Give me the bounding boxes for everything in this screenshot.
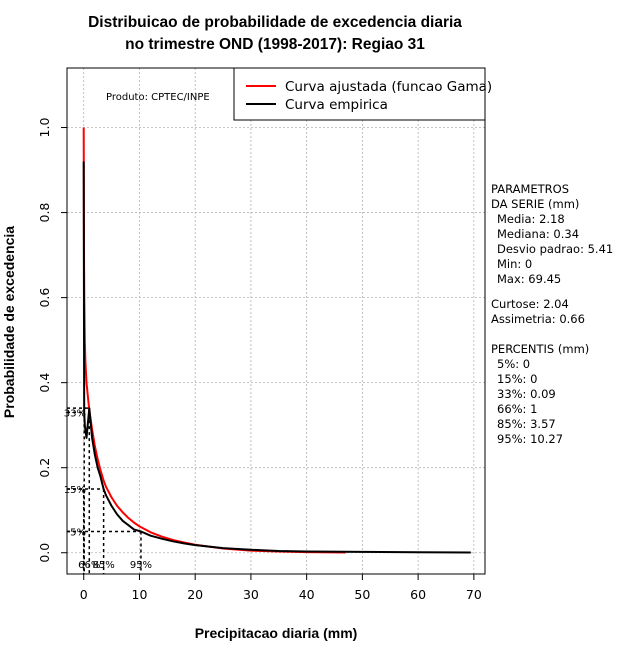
y-tick-label: 0.8	[37, 203, 52, 223]
percentil-15: 15%: 0	[497, 372, 537, 386]
x-tick-label: 40	[299, 587, 315, 602]
percentile-y-label: 5%	[70, 527, 86, 538]
stat-min: Min: 0	[497, 257, 532, 271]
stat-max: Max: 69.45	[497, 272, 561, 286]
percentile-x-label: 95%	[130, 560, 152, 571]
stat-media: Media: 2.18	[497, 212, 565, 226]
percentis-title: PERCENTIS (mm)	[491, 342, 589, 356]
x-tick-label: 70	[466, 587, 482, 602]
legend-label-fitted: Curva ajustada (funcao Gama)	[285, 79, 492, 95]
stat-curtose: Curtose: 2.04	[491, 297, 569, 311]
series	[82, 127, 471, 554]
percentil-85: 85%: 3.57	[497, 417, 556, 431]
y-tick-label: 0.2	[37, 458, 52, 478]
percentile-y-label: 15%	[64, 485, 86, 496]
y-tick-label: 0.6	[37, 288, 52, 308]
percentil-5: 5%: 0	[497, 357, 530, 371]
x-tick-label: 50	[354, 587, 370, 602]
percentil-95: 95%: 10.27	[497, 432, 563, 446]
y-tick-label: 0.4	[37, 373, 52, 393]
statistics-panel: PARAMETROS DA SERIE (mm) Media: 2.18 Med…	[491, 182, 613, 446]
x-tick-label: 20	[187, 587, 203, 602]
chart-title-line-2: no trimestre OND (1998-2017): Regiao 31	[125, 36, 425, 53]
legend-label-empirical: Curva empirica	[285, 97, 388, 113]
percentile-x-label: 66%	[78, 560, 100, 571]
stat-desvio: Desvio padrao: 5.41	[497, 242, 613, 256]
x-tick-label: 30	[243, 587, 259, 602]
stat-assimetria: Assimetria: 0.66	[491, 312, 585, 326]
x-axis: 0 10 20 30 40 50 60 70	[80, 574, 482, 602]
percentil-66: 66%: 1	[497, 402, 537, 416]
params-title-1: PARAMETROS	[491, 182, 569, 196]
x-tick-label: 0	[80, 587, 88, 602]
percentile-markers: 33% 15% 5% 66%85% 95%	[64, 407, 152, 574]
x-tick-label: 60	[410, 587, 426, 602]
legend-box	[233, 67, 486, 121]
product-note: Produto: CPTEC/INPE	[106, 92, 210, 103]
y-axis-label: Probabilidade de excedencia	[1, 226, 17, 418]
percentile-y-label: 33%	[64, 408, 86, 419]
grid	[67, 68, 485, 574]
empirical-curve	[82, 161, 471, 554]
legend: Curva ajustada (funcao Gama) Curva empir…	[233, 67, 492, 121]
x-axis-label: Precipitacao diaria (mm)	[195, 625, 358, 641]
params-title-2: DA SERIE (mm)	[491, 197, 579, 211]
x-tick-label: 10	[132, 587, 148, 602]
stat-mediana: Mediana: 0.34	[497, 227, 579, 241]
y-tick-label: 0.0	[37, 543, 52, 563]
y-axis: 0.0 0.2 0.4 0.6 0.8 1.0	[37, 118, 67, 563]
percentile-x-label: 85%	[92, 560, 114, 571]
plot-frame	[66, 67, 486, 575]
y-tick-label: 1.0	[37, 118, 52, 138]
chart-title-line-1: Distribuicao de probabilidade de exceden…	[88, 14, 462, 31]
percentil-33: 33%: 0.09	[497, 387, 556, 401]
